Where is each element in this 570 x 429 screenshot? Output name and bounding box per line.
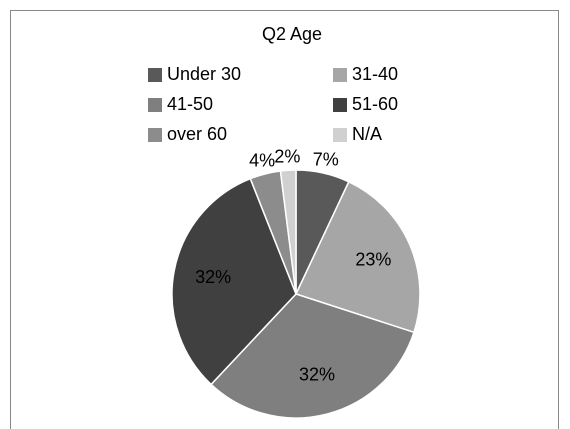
legend-label: N/A (352, 124, 382, 144)
legend-swatch (333, 128, 347, 142)
chart-title: Q2 Age (262, 24, 322, 44)
pie-slice (210, 293, 415, 419)
legend-swatch (148, 68, 162, 82)
pie-slice (294, 180, 421, 334)
legend-label: 31-40 (352, 64, 398, 84)
data-label: 32% (299, 364, 335, 384)
pie-slice (171, 177, 297, 386)
data-label: 23% (355, 249, 391, 269)
data-label: 4% (249, 151, 275, 171)
legend-swatch (148, 98, 162, 112)
legend-swatch (333, 68, 347, 82)
data-label: 7% (313, 150, 339, 170)
pie-slice (279, 169, 297, 295)
legend-label: 41-50 (167, 94, 213, 114)
legend-label: Under 30 (167, 64, 241, 84)
legend-label: over 60 (167, 124, 227, 144)
data-label: 32% (195, 267, 231, 287)
data-label: 2% (274, 147, 300, 167)
legend-swatch (333, 98, 347, 112)
legend-label: 51-60 (352, 94, 398, 114)
legend-swatch (148, 128, 162, 142)
